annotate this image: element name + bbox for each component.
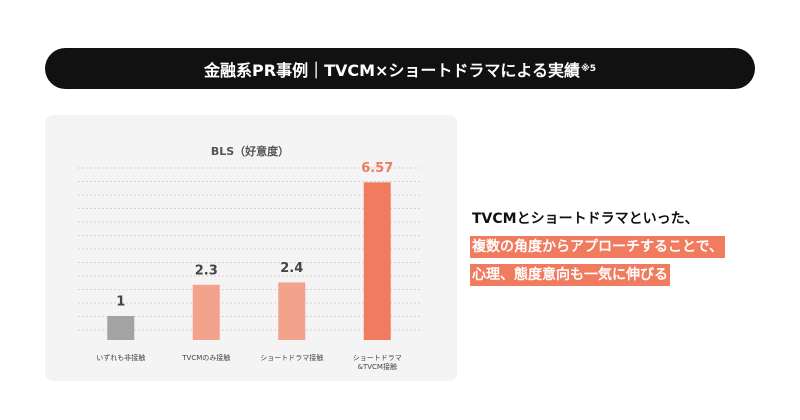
value-label: 2.4 xyxy=(280,261,303,276)
x-tick-label: TVCMのみ接触 xyxy=(181,353,230,362)
chart-title: BLS（好意度） xyxy=(211,144,289,158)
message-line: 複数の角度からアプローチすることで、 xyxy=(470,233,726,261)
value-label: 1 xyxy=(116,295,125,310)
value-label: 2.3 xyxy=(195,263,218,278)
x-tick-label: ショートドラマ接触 xyxy=(260,353,323,362)
message-line: TVCMとショートドラマといった、 xyxy=(470,205,725,233)
highlighted-text: 複数の角度からアプローチすることで、 xyxy=(470,236,726,258)
bar xyxy=(278,282,306,340)
x-tick-label: ショートドラマ&TVCM接触 xyxy=(353,354,402,371)
message: TVCMとショートドラマといった、複数の角度からアプローチすることで、 心理、態度… xyxy=(470,205,726,289)
bar xyxy=(107,316,135,340)
value-label: 6.57 xyxy=(361,161,393,176)
message-text: TVCMとショートドラマといった、 xyxy=(472,211,699,227)
header-bar: 金融系PR事例｜TVCM×ショートドラマによる実績 ※5 xyxy=(45,48,755,89)
bar xyxy=(363,182,391,340)
header-note: ※5 xyxy=(580,63,596,74)
message-line: 心理、態度意向も一気に伸びる xyxy=(470,261,725,289)
header-title: 金融系PR事例｜TVCM×ショートドラマによる実績 xyxy=(204,60,580,80)
highlighted-text: 心理、態度意向も一気に伸びる xyxy=(470,264,670,286)
x-tick-label: いずれも非接触 xyxy=(96,353,145,362)
bar xyxy=(192,284,220,340)
